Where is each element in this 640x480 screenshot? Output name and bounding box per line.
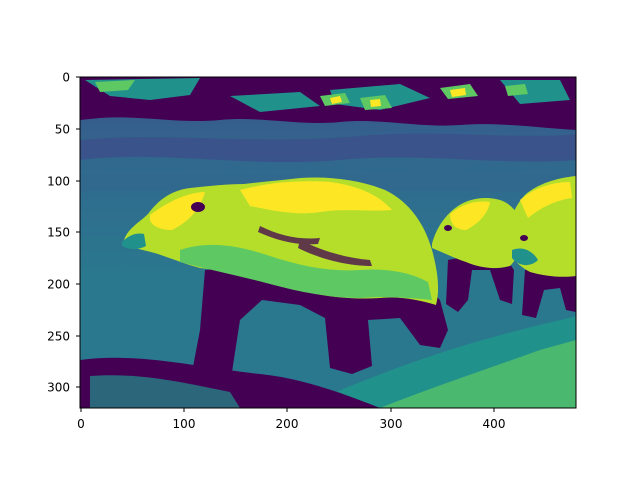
large-bear-dark-streaks — [258, 226, 372, 266]
x-tick-label: 0 — [77, 417, 85, 431]
large-bear-shadow — [180, 244, 432, 300]
x-tick-label: 300 — [380, 417, 403, 431]
ground-mottle — [90, 375, 240, 408]
large-bear-eye — [191, 202, 205, 212]
ground-bright — [380, 340, 576, 408]
y-tick-label: 0 — [62, 71, 70, 85]
y-tick-label: 200 — [47, 278, 70, 292]
cub-right-dark — [512, 248, 538, 266]
x-tick-label: 100 — [173, 417, 196, 431]
y-axis: 0 50 100 150 200 250 300 — [47, 71, 80, 395]
y-tick-label: 150 — [47, 226, 70, 240]
plot-image — [80, 77, 576, 408]
y-tick-label: 300 — [47, 381, 70, 395]
cub-left-eye — [444, 225, 452, 231]
cub-right-eye — [520, 235, 528, 241]
shore-yellow-spots — [330, 88, 466, 107]
y-tick-label: 250 — [47, 330, 70, 344]
cub-left — [432, 198, 523, 312]
large-bear-snout — [122, 233, 146, 249]
y-tick-label: 100 — [47, 175, 70, 189]
x-tick-label: 200 — [276, 417, 299, 431]
large-bear — [122, 177, 448, 378]
axes-frame — [79, 76, 577, 409]
x-tick-label: 400 — [483, 417, 506, 431]
large-bear-highlight-2 — [150, 192, 205, 230]
large-bear-highlight — [240, 181, 392, 214]
x-axis: 0 100 200 300 400 — [77, 408, 505, 431]
y-tick-label: 50 — [55, 123, 70, 137]
cub-right-highlight — [520, 182, 572, 218]
cub-right — [508, 176, 576, 318]
cub-left-highlight — [450, 201, 490, 230]
water-band-1 — [80, 133, 576, 163]
cub-right-legs — [522, 270, 576, 318]
